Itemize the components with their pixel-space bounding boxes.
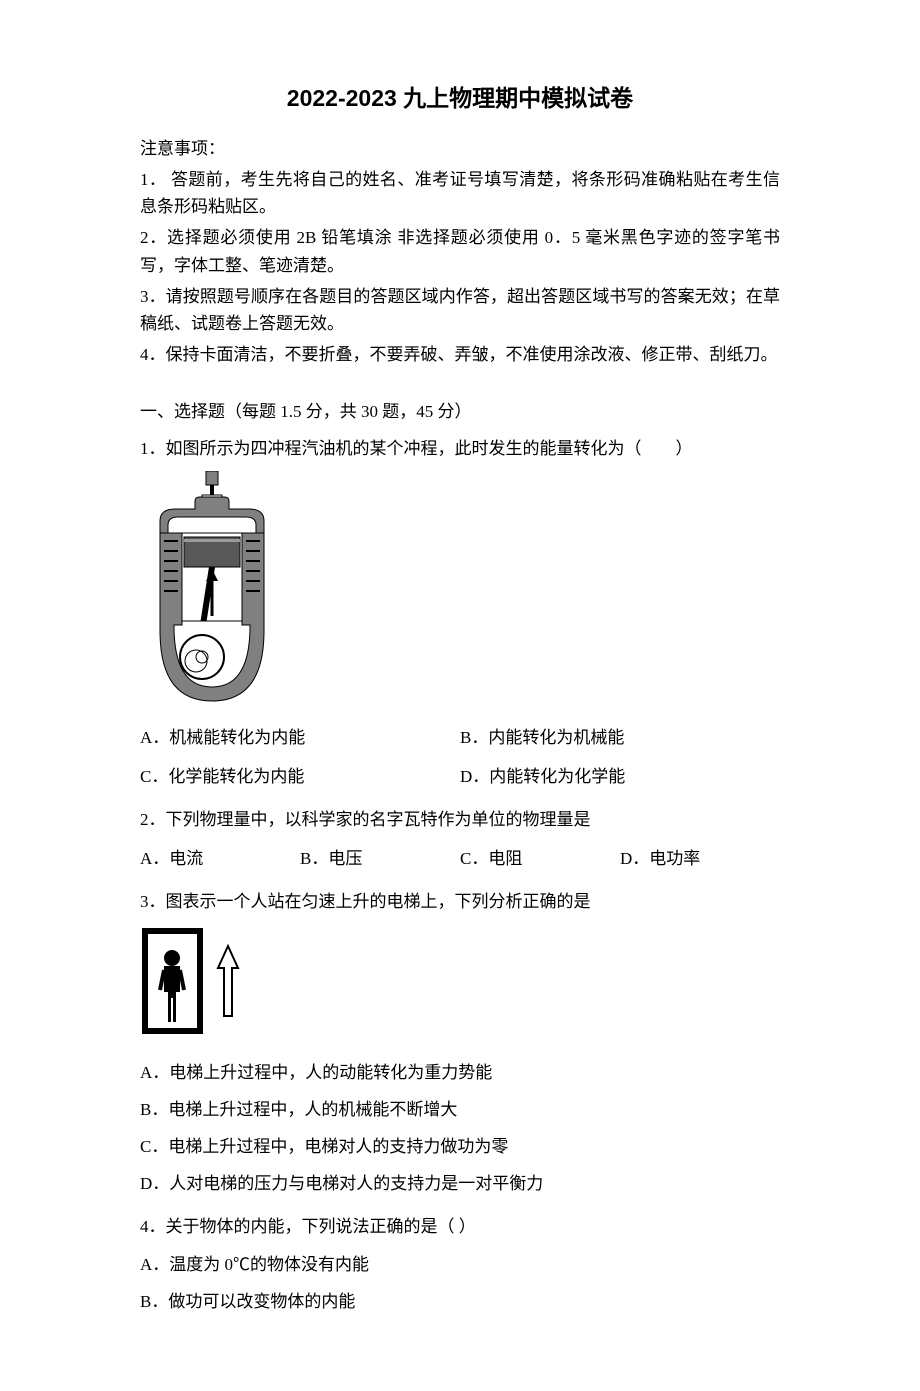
q4-opt-b: B．做功可以改变物体的内能: [140, 1288, 780, 1315]
q3-opt-d: D．人对电梯的压力与电梯对人的支持力是一对平衡力: [140, 1170, 780, 1197]
question-1: 1．如图所示为四冲程汽油机的某个冲程，此时发生的能量转化为（ ）: [140, 435, 780, 790]
q2-opt-b: B．电压: [300, 845, 460, 872]
question-2: 2．下列物理量中，以科学家的名字瓦特作为单位的物理量是 A．电流 B．电压 C．…: [140, 806, 780, 872]
q1-opt-d: D．内能转化为化学能: [460, 763, 780, 790]
q2-opt-c: C．电阻: [460, 845, 620, 872]
q2-stem: 2．下列物理量中，以科学家的名字瓦特作为单位的物理量是: [140, 806, 780, 833]
notice-item-2: 2．选择题必须使用 2B 铅笔填涂 非选择题必须使用 0．5 毫米黑色字迹的签字…: [140, 224, 780, 278]
q2-opt-a: A．电流: [140, 845, 300, 872]
question-4: 4．关于物体的内能，下列说法正确的是（ ） A．温度为 0℃的物体没有内能 B．…: [140, 1213, 780, 1315]
page-title: 2022-2023 九上物理期中模拟试卷: [140, 80, 780, 117]
question-3: 3．图表示一个人站在匀速上升的电梯上，下列分析正确的是 A．电梯上升过程中，人的…: [140, 888, 780, 1197]
q3-opt-a: A．电梯上升过程中，人的动能转化为重力势能: [140, 1059, 780, 1086]
q3-opt-b: B．电梯上升过程中，人的机械能不断增大: [140, 1096, 780, 1123]
section-1-heading: 一、选择题（每题 1.5 分，共 30 题，45 分）: [140, 398, 780, 425]
exam-page: 2022-2023 九上物理期中模拟试卷 注意事项： 1． 答题前，考生先将自己…: [0, 0, 920, 1391]
notice-item-3: 3．请按照题号顺序在各题目的答题区域内作答，超出答题区域书写的答案无效；在草稿纸…: [140, 283, 780, 337]
notice-item-4: 4．保持卡面清洁，不要折叠，不要弄破、弄皱，不准使用涂改液、修正带、刮纸刀。: [140, 341, 780, 368]
engine-diagram-icon: [140, 471, 285, 706]
q1-stem: 1．如图所示为四冲程汽油机的某个冲程，此时发生的能量转化为（ ）: [140, 435, 780, 462]
elevator-diagram-icon: [140, 926, 255, 1041]
notice-item-1: 1． 答题前，考生先将自己的姓名、准考证号填写清楚，将条形码准确粘贴在考生信息条…: [140, 166, 780, 220]
q1-opt-a: A．机械能转化为内能: [140, 724, 460, 751]
q4-stem: 4．关于物体的内能，下列说法正确的是（ ）: [140, 1213, 780, 1240]
q3-opt-c: C．电梯上升过程中，电梯对人的支持力做功为零: [140, 1133, 780, 1160]
q1-opt-c: C．化学能转化为内能: [140, 763, 460, 790]
q3-stem: 3．图表示一个人站在匀速上升的电梯上，下列分析正确的是: [140, 888, 780, 915]
q1-opt-b: B．内能转化为机械能: [460, 724, 780, 751]
q4-opt-a: A．温度为 0℃的物体没有内能: [140, 1251, 780, 1278]
q2-opt-d: D．电功率: [620, 845, 780, 872]
notice-heading: 注意事项：: [140, 135, 780, 162]
